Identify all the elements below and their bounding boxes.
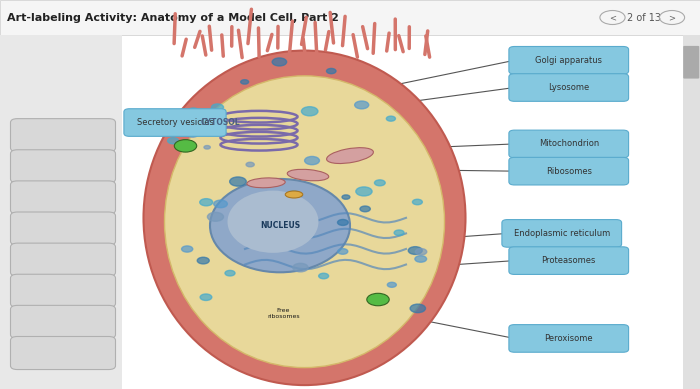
Circle shape — [356, 187, 372, 196]
Text: NUCLEUS: NUCLEUS — [260, 221, 300, 230]
Circle shape — [214, 200, 228, 208]
Ellipse shape — [286, 191, 302, 198]
Circle shape — [412, 199, 422, 205]
FancyBboxPatch shape — [509, 130, 629, 158]
Circle shape — [272, 58, 286, 66]
Text: Endoplasmic reticulum: Endoplasmic reticulum — [514, 229, 610, 238]
Circle shape — [200, 294, 212, 300]
Circle shape — [367, 293, 389, 306]
Circle shape — [241, 80, 248, 84]
FancyBboxPatch shape — [10, 119, 116, 152]
FancyBboxPatch shape — [0, 0, 700, 35]
Circle shape — [246, 162, 254, 167]
FancyBboxPatch shape — [509, 247, 629, 275]
Circle shape — [342, 195, 350, 199]
Circle shape — [204, 145, 210, 149]
Ellipse shape — [144, 51, 466, 385]
Circle shape — [197, 257, 209, 264]
Circle shape — [181, 246, 193, 252]
Circle shape — [337, 219, 348, 226]
Ellipse shape — [210, 179, 350, 272]
Text: <: < — [609, 13, 616, 22]
FancyBboxPatch shape — [10, 336, 116, 370]
Text: Lysosome: Lysosome — [548, 83, 589, 92]
FancyBboxPatch shape — [10, 243, 116, 276]
Circle shape — [211, 104, 223, 110]
Circle shape — [230, 177, 246, 186]
Circle shape — [387, 282, 396, 287]
Circle shape — [187, 131, 198, 137]
Circle shape — [386, 116, 395, 121]
Ellipse shape — [327, 148, 373, 163]
FancyBboxPatch shape — [683, 46, 699, 79]
Circle shape — [360, 206, 370, 212]
Circle shape — [199, 199, 213, 206]
FancyBboxPatch shape — [10, 181, 116, 214]
FancyBboxPatch shape — [509, 157, 629, 185]
Text: Art-labeling Activity: Anatomy of a Model Cell, Part 2: Art-labeling Activity: Anatomy of a Mode… — [7, 12, 339, 23]
Text: Ribosomes: Ribosomes — [546, 166, 592, 176]
FancyBboxPatch shape — [509, 324, 629, 352]
FancyBboxPatch shape — [0, 35, 122, 389]
Circle shape — [183, 113, 194, 119]
Circle shape — [304, 156, 319, 165]
Ellipse shape — [164, 76, 444, 368]
FancyBboxPatch shape — [10, 150, 116, 183]
Text: Secretory vesicles: Secretory vesicles — [136, 118, 214, 127]
Circle shape — [374, 180, 385, 186]
FancyBboxPatch shape — [509, 47, 629, 74]
Circle shape — [318, 273, 328, 279]
Circle shape — [355, 101, 369, 109]
Text: >: > — [668, 13, 676, 22]
Circle shape — [415, 249, 427, 255]
Circle shape — [326, 68, 336, 74]
Ellipse shape — [287, 169, 329, 181]
Text: CYTOSOL: CYTOSOL — [201, 118, 240, 127]
Ellipse shape — [228, 191, 318, 253]
Circle shape — [285, 237, 293, 241]
Circle shape — [410, 304, 426, 313]
FancyBboxPatch shape — [124, 109, 226, 137]
FancyBboxPatch shape — [509, 74, 629, 102]
Circle shape — [167, 138, 178, 144]
FancyBboxPatch shape — [10, 212, 116, 245]
Circle shape — [415, 256, 426, 262]
Circle shape — [337, 249, 348, 254]
Circle shape — [286, 191, 302, 200]
FancyBboxPatch shape — [10, 274, 116, 307]
FancyBboxPatch shape — [682, 35, 700, 389]
Circle shape — [207, 212, 223, 221]
Ellipse shape — [247, 178, 285, 188]
Circle shape — [293, 263, 308, 272]
Circle shape — [174, 140, 197, 152]
Circle shape — [188, 108, 199, 114]
Circle shape — [408, 247, 422, 254]
Text: Free
ribosomes: Free ribosomes — [267, 308, 300, 319]
Text: Mitochondrion: Mitochondrion — [538, 139, 599, 149]
Circle shape — [255, 232, 264, 237]
Text: Proteasomes: Proteasomes — [542, 256, 596, 265]
FancyBboxPatch shape — [502, 219, 622, 247]
Text: Golgi apparatus: Golgi apparatus — [536, 56, 602, 65]
Circle shape — [394, 230, 404, 235]
Text: Peroxisome: Peroxisome — [545, 334, 593, 343]
Circle shape — [302, 107, 318, 116]
Circle shape — [225, 270, 235, 276]
FancyBboxPatch shape — [10, 305, 116, 338]
Text: 2 of 13: 2 of 13 — [627, 12, 661, 23]
